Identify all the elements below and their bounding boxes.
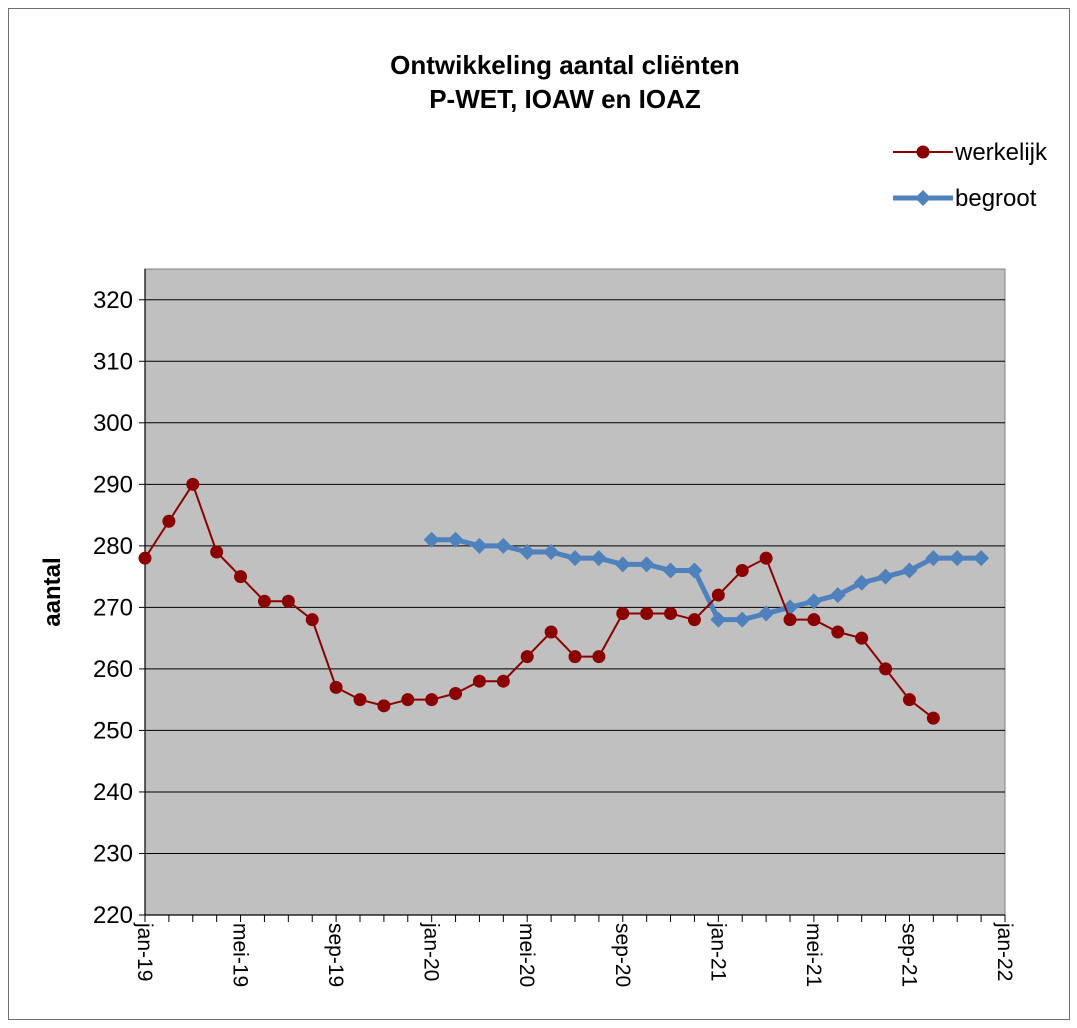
point-begroot <box>662 562 679 579</box>
point-werkelijk <box>186 477 200 491</box>
point-werkelijk <box>902 693 916 707</box>
y-tick-label: 290 <box>93 471 133 498</box>
point-werkelijk <box>234 570 248 584</box>
point-begroot <box>734 611 751 628</box>
point-werkelijk <box>472 674 486 688</box>
point-begroot <box>495 537 512 554</box>
point-begroot <box>638 556 655 573</box>
point-werkelijk <box>831 625 845 639</box>
point-werkelijk <box>210 545 224 559</box>
point-werkelijk <box>855 631 869 645</box>
legend-label-werkelijk: werkelijk <box>954 139 1048 166</box>
x-tick-label: mei-21 <box>802 923 825 987</box>
point-werkelijk <box>305 613 319 627</box>
point-werkelijk <box>879 662 893 676</box>
legend-marker-werkelijk <box>916 145 930 159</box>
point-begroot <box>949 550 966 567</box>
point-werkelijk <box>664 607 678 621</box>
point-werkelijk <box>377 699 391 713</box>
point-begroot <box>829 587 846 604</box>
point-begroot <box>901 562 918 579</box>
x-tick-label: jan-19 <box>133 922 156 981</box>
point-werkelijk <box>616 607 630 621</box>
y-axis-label: aantal <box>39 557 66 626</box>
y-tick-label: 320 <box>93 287 133 314</box>
point-werkelijk <box>544 625 558 639</box>
x-tick-label: jan-20 <box>420 922 443 981</box>
point-begroot <box>686 562 703 579</box>
point-begroot <box>519 544 536 561</box>
point-begroot <box>758 605 775 622</box>
point-begroot <box>925 550 942 567</box>
y-tick-label: 230 <box>93 840 133 867</box>
chart-title-line-2: P-WET, IOAW en IOAZ <box>429 84 701 114</box>
point-werkelijk <box>735 563 749 577</box>
point-werkelijk <box>329 680 343 694</box>
point-werkelijk <box>783 613 797 627</box>
x-tick-label: jan-22 <box>993 922 1016 981</box>
point-begroot <box>423 531 440 548</box>
x-tick-label: mei-20 <box>515 923 538 987</box>
point-werkelijk <box>520 650 534 664</box>
point-begroot <box>590 550 607 567</box>
point-werkelijk <box>449 687 463 701</box>
point-werkelijk <box>687 613 701 627</box>
point-werkelijk <box>281 594 295 608</box>
point-begroot <box>973 550 990 567</box>
chart-title-line-1: Ontwikkeling aantal cliënten <box>390 50 740 80</box>
point-begroot <box>614 556 631 573</box>
point-werkelijk <box>257 594 271 608</box>
point-werkelijk <box>162 514 176 528</box>
point-begroot <box>543 544 560 561</box>
point-werkelijk <box>401 693 415 707</box>
point-werkelijk <box>568 650 582 664</box>
point-begroot <box>471 537 488 554</box>
point-werkelijk <box>807 613 821 627</box>
point-begroot <box>567 550 583 567</box>
point-begroot <box>447 531 464 548</box>
y-tick-label: 310 <box>93 348 133 375</box>
y-tick-label: 300 <box>93 410 133 437</box>
y-tick-label: 240 <box>93 779 133 806</box>
x-tick-label: mei-19 <box>229 923 252 987</box>
y-tick-label: 270 <box>93 594 133 621</box>
plot-area <box>144 268 1006 916</box>
point-werkelijk <box>640 607 654 621</box>
point-begroot <box>853 574 870 591</box>
y-tick-label: 250 <box>93 717 133 744</box>
y-tick-label: 220 <box>93 902 133 929</box>
point-begroot <box>877 568 894 585</box>
series-line-werkelijk <box>144 483 934 719</box>
x-tick-label: sep-20 <box>611 923 634 987</box>
point-werkelijk <box>926 711 940 725</box>
legend-marker-begroot <box>915 190 931 206</box>
point-begroot <box>805 593 822 610</box>
x-tick-label: sep-19 <box>324 923 347 987</box>
point-werkelijk <box>496 674 510 688</box>
point-werkelijk <box>425 693 439 707</box>
legend-label-begroot: begroot <box>955 185 1037 212</box>
point-werkelijk <box>592 650 606 664</box>
x-tick-label: sep-21 <box>897 923 920 987</box>
y-tick-label: 260 <box>93 656 133 683</box>
point-werkelijk <box>138 551 152 565</box>
y-tick-label: 280 <box>93 533 133 560</box>
x-tick-label: jan-21 <box>706 922 729 981</box>
point-werkelijk <box>759 551 773 565</box>
point-werkelijk <box>353 693 367 707</box>
point-begroot <box>710 611 727 628</box>
point-werkelijk <box>711 588 725 602</box>
